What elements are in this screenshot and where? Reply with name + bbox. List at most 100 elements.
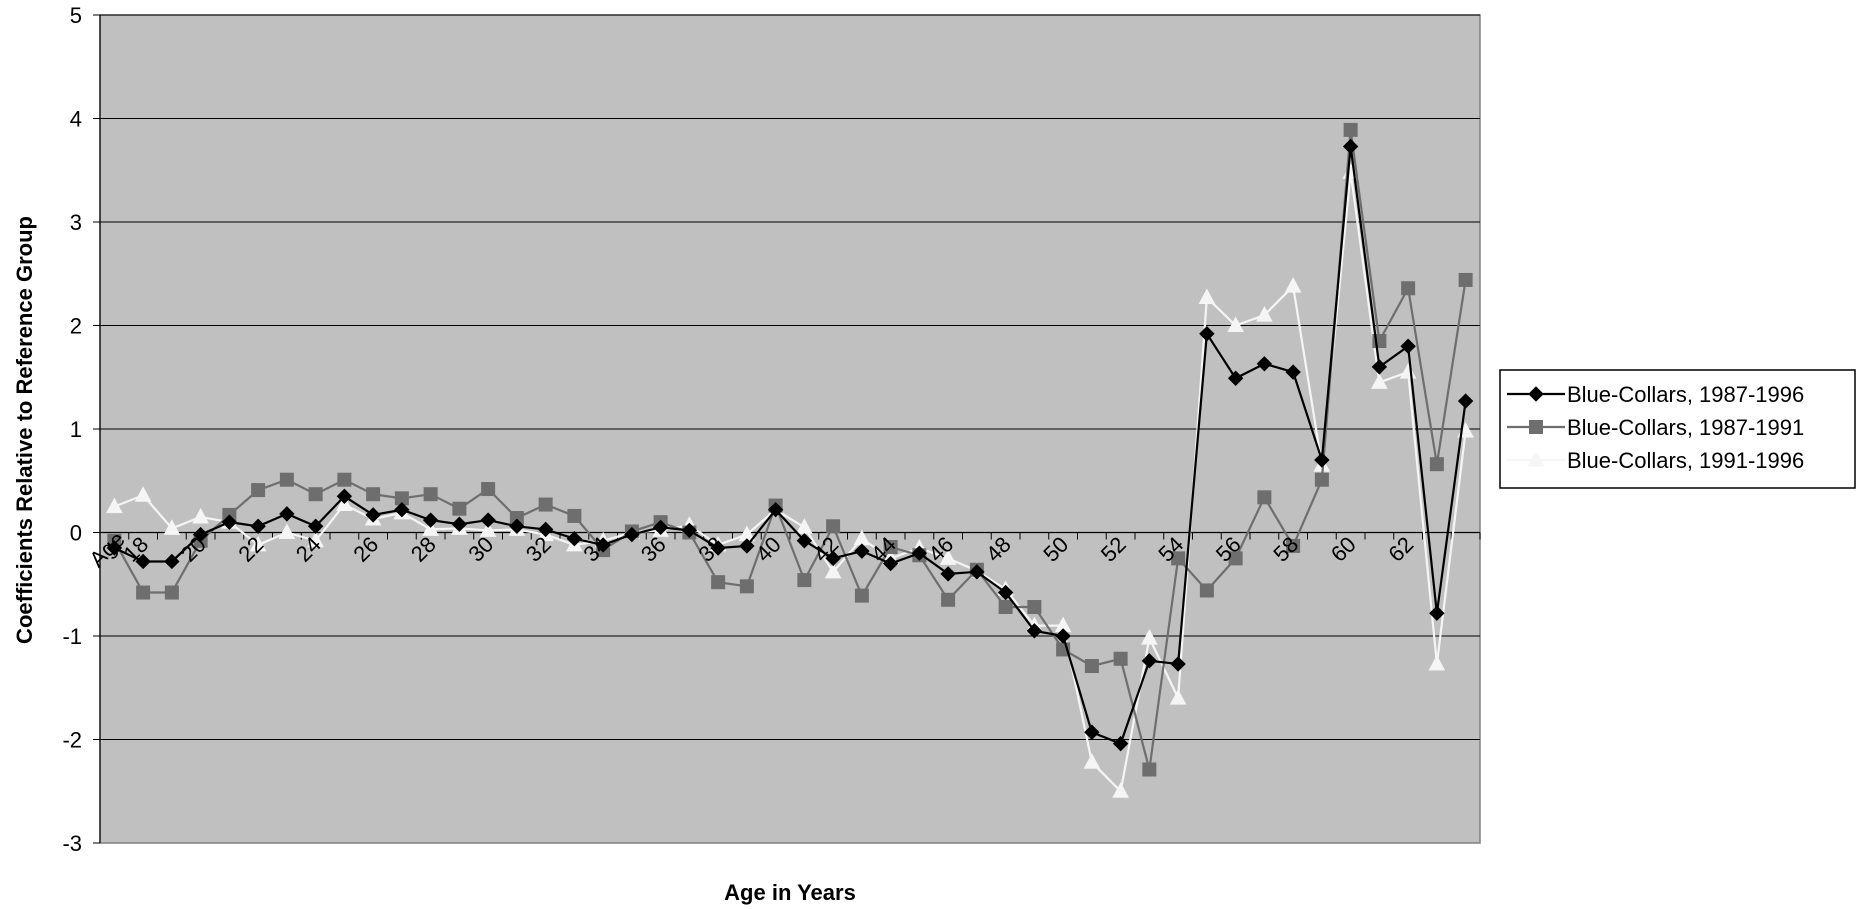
series-1-point-21	[710, 540, 726, 556]
series-3-point-13	[479, 521, 497, 537]
series-1-point-30	[969, 564, 985, 580]
series-1-point-33	[1055, 628, 1071, 644]
x-axis-title: Age in Years	[724, 880, 856, 905]
series-2-point-26	[854, 588, 869, 603]
series-1-point-9	[365, 507, 381, 523]
series-3-point-6	[278, 523, 296, 539]
series-1-point-28	[911, 545, 928, 561]
series-1-point-7	[307, 518, 324, 534]
y-tick-label-3: 0	[70, 521, 82, 546]
series-1-point-18	[624, 526, 640, 543]
series-2-point-36	[1142, 762, 1157, 777]
series-3-point-39	[1227, 316, 1244, 332]
series-3-point-37	[1169, 689, 1187, 705]
series-1-point-15	[537, 521, 554, 538]
series-1-point-32	[1026, 623, 1043, 639]
series-2-point-22	[739, 579, 754, 594]
series-1-point-37	[1170, 656, 1186, 672]
y-tick-label-4: 1	[70, 417, 82, 442]
series-3-point-1	[134, 486, 152, 502]
series-2-point-41	[1286, 538, 1301, 553]
series-1-point-4	[221, 514, 238, 530]
y-tick-label-6: 3	[70, 210, 82, 235]
series-1-point-43	[1342, 138, 1359, 155]
series-2-point-27	[883, 539, 898, 554]
legend: Blue-Collars, 1987-1996 Blue-Collars, 198…	[1499, 369, 1856, 489]
series-1-point-5	[250, 518, 266, 534]
series-1-point-41	[1285, 364, 1301, 380]
series-2-point-6	[279, 472, 294, 487]
series-1-point-6	[279, 506, 295, 522]
series-1-point-39	[1227, 370, 1244, 386]
series-3-point-0	[106, 497, 123, 514]
series-1-point-19	[652, 519, 669, 536]
series-1-point-26	[854, 543, 870, 559]
series-3-point-40	[1256, 306, 1273, 322]
series-1-point-0	[106, 540, 123, 556]
series-1	[106, 138, 1474, 752]
series-1-point-23	[767, 502, 784, 518]
legend-label-3: Blue-Collars, 1991-1996	[1567, 448, 1804, 473]
y-tick-label-7: 4	[70, 107, 82, 132]
series-2-point-24	[797, 573, 812, 588]
series-2-point-47	[1458, 272, 1473, 287]
series-2-point-29	[941, 592, 956, 607]
series-2-point-46	[1429, 457, 1444, 472]
series-2-point-31	[998, 600, 1013, 615]
series-2-point-16	[567, 508, 582, 523]
series-1-point-12	[451, 516, 468, 532]
series-3-point-5	[249, 535, 267, 552]
axes	[99, 15, 1481, 843]
series-2-point-25	[826, 519, 841, 534]
series-1-point-1	[135, 553, 151, 570]
series-1-point-45	[1400, 338, 1416, 354]
series-1-point-17	[595, 537, 611, 553]
series-3-point-11	[422, 520, 439, 536]
series-2-point-12	[452, 501, 467, 516]
series-3-point-35	[1112, 782, 1129, 798]
series-1-point-14	[509, 518, 525, 534]
series-1-point-11	[422, 512, 439, 528]
series-1-point-13	[480, 512, 496, 528]
series-2-point-42	[1314, 472, 1329, 487]
series-2-point-37	[1171, 551, 1186, 566]
series-1-point-8	[336, 488, 353, 504]
series-1-point-10	[394, 502, 410, 518]
series-2-point-45	[1401, 281, 1416, 296]
series-1-point-38	[1199, 326, 1215, 342]
series-1-point-36	[1141, 653, 1158, 669]
series-2-point-39	[1228, 551, 1243, 566]
series-3-point-46	[1428, 654, 1446, 671]
y-tick-label-0: -3	[62, 831, 82, 856]
legend-item-1: Blue-Collars, 1987-1996	[1507, 382, 1804, 407]
series-2-point-9	[366, 487, 381, 502]
series-3-point-3	[192, 507, 209, 524]
series-3-point-2	[163, 519, 181, 535]
series-1-point-44	[1371, 359, 1388, 375]
series-3-point-29	[939, 549, 957, 565]
series-1-point-42	[1314, 452, 1330, 468]
series-1-point-47	[1457, 393, 1474, 409]
y-tick-label-1: -2	[62, 728, 82, 753]
legend-marker-1	[1528, 386, 1544, 402]
series-1-point-34	[1084, 724, 1100, 740]
series-1-point-16	[566, 531, 583, 547]
series-2-point-35	[1113, 651, 1128, 666]
series-1-point-25	[825, 550, 841, 567]
series-2-point-7	[308, 487, 323, 502]
series-3-point-25	[824, 562, 842, 579]
legend-marker-2	[1529, 420, 1543, 434]
series-3-point-34	[1083, 753, 1101, 769]
series-2-point-1	[136, 585, 151, 600]
series-1-point-3	[192, 526, 209, 543]
series-1-point-22	[739, 538, 755, 554]
series-2-point-34	[1084, 659, 1099, 674]
legend-label-2: Blue-Collars, 1987-1991	[1567, 415, 1804, 440]
legend-label-1: Blue-Collars, 1987-1996	[1567, 382, 1804, 407]
series-2-point-15	[538, 497, 553, 512]
series-2-point-2	[164, 585, 179, 600]
series-1-point-2	[164, 553, 180, 570]
series-2-point-21	[711, 575, 726, 590]
series-2-point-5	[251, 483, 266, 498]
series-2-point-32	[1027, 600, 1042, 615]
